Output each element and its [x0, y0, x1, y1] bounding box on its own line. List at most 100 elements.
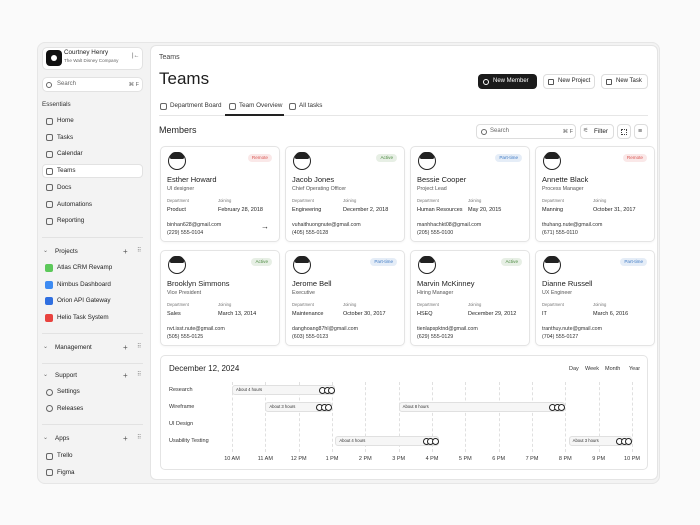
user-card[interactable] [42, 47, 143, 70]
icon [46, 469, 53, 477]
project-item[interactable]: Nimbus Dashboard [57, 280, 111, 288]
group-label[interactable]: Management [55, 344, 92, 352]
x-tick-label: 7 PM [525, 455, 539, 462]
grid-line [465, 382, 467, 452]
member-name: Dianne Russell [542, 279, 593, 289]
tab[interactable]: Department Board [170, 102, 222, 110]
member-name: Bessie Cooper [417, 175, 467, 185]
member-email: thuhang.nute@gmail.com [542, 221, 603, 228]
nav-item[interactable]: Automations [57, 200, 93, 208]
drag-handle: ⠿ [137, 344, 142, 351]
icon [46, 405, 53, 413]
view-option[interactable]: Day [569, 365, 579, 372]
icon [46, 167, 53, 175]
nav-item[interactable]: Tasks [57, 133, 74, 141]
project-item[interactable]: Orion API Gateway [57, 297, 111, 305]
member-email: nvt.isst.nute@gmail.com [167, 325, 225, 332]
grid-line [632, 382, 633, 452]
nav-item[interactable]: Releases [57, 404, 84, 412]
nav-item[interactable]: Home [57, 117, 74, 125]
icon [289, 102, 296, 110]
group-label[interactable]: Support [55, 372, 78, 380]
drag-handle: ⠿ [137, 248, 142, 255]
nav-item[interactable]: Teams [57, 167, 76, 175]
x-tick-label: 11 AM [257, 455, 273, 462]
nav-item-active [42, 164, 143, 179]
sidebar-search-shortcut: ⌘ F [128, 81, 139, 88]
action-button-label[interactable]: New Task [616, 78, 642, 85]
icon [46, 217, 53, 225]
member-joining: December 2, 2018 [343, 206, 389, 213]
field-label: Department [167, 198, 189, 204]
project-item[interactable]: Atlas CRM Revamp [57, 264, 113, 272]
member-avatar-hair [295, 152, 309, 159]
task-label: About 3 hours [572, 438, 599, 444]
action-button-label[interactable]: New Project [558, 78, 591, 85]
action-button-label[interactable]: New Member [493, 78, 529, 85]
action-button[interactable] [478, 74, 537, 89]
x-tick-label: 1 PM [325, 455, 339, 462]
drag-handle: ⠿ [137, 372, 142, 379]
member-avatar-hair [295, 256, 309, 263]
sidebar-search[interactable] [42, 77, 143, 92]
icon [229, 102, 236, 110]
nav-item[interactable]: Trello [57, 452, 73, 460]
tab[interactable]: All tasks [299, 102, 323, 110]
project-item[interactable]: Helio Task System [57, 314, 109, 322]
filter-label[interactable]: Filter [594, 128, 608, 136]
action-button[interactable] [543, 74, 595, 89]
group-label[interactable]: Apps [55, 435, 70, 443]
add-button[interactable]: + [123, 247, 128, 257]
x-tick-label: 9 PM [592, 455, 606, 462]
member-phone: (704) 555-0127 [542, 333, 579, 340]
grid-view-button[interactable] [617, 124, 631, 139]
member-name: Jacob Jones [292, 175, 335, 185]
separator [42, 333, 143, 334]
members-heading: Members [159, 125, 197, 136]
nav-item[interactable]: Calendar [57, 150, 83, 158]
member-role: Hiring Manager [417, 289, 454, 296]
field-label: Joining [468, 198, 482, 204]
button-icon [483, 78, 489, 85]
tab-underline [225, 114, 284, 116]
member-phone: (205) 555-0100 [417, 229, 454, 236]
group-label[interactable]: Projects [55, 248, 78, 256]
filter-icon: ⚟ [583, 128, 589, 135]
add-button[interactable]: + [123, 371, 128, 381]
field-label: Joining [343, 198, 357, 204]
task-label: About 8 hours [402, 404, 429, 410]
add-button[interactable]: + [123, 434, 128, 444]
nav-item[interactable]: Settings [57, 388, 80, 396]
tabs-divider [159, 115, 648, 116]
member-joining: May 20, 2015 [468, 206, 502, 213]
status-pill: Part-time [620, 258, 647, 266]
members-search[interactable] [476, 124, 576, 139]
project-icon [45, 314, 53, 323]
view-option[interactable]: Month [605, 365, 621, 372]
nav-item[interactable]: Reporting [57, 217, 85, 225]
nav-item[interactable]: Docs [57, 183, 72, 191]
member-phone: (671) 555-0110 [542, 229, 578, 236]
member-joining: December 29, 2012 [468, 310, 517, 317]
breadcrumb: Teams [159, 53, 180, 61]
view-option[interactable]: Year [629, 365, 641, 372]
grid-line [332, 382, 333, 452]
open-arrow[interactable]: → [261, 222, 269, 232]
members-search-shortcut: ⌘ F [562, 128, 573, 135]
button-icon [606, 78, 612, 85]
field-label: Department [292, 302, 314, 308]
task-avatar [558, 403, 566, 411]
list-view-button[interactable] [634, 124, 648, 139]
search-icon [481, 128, 487, 135]
member-email: tranthuy.nute@gmail.com [542, 325, 603, 332]
action-button[interactable] [601, 74, 648, 89]
grid-icon [621, 128, 627, 135]
filter-button[interactable] [580, 124, 614, 139]
add-button[interactable]: + [123, 343, 128, 353]
tab[interactable]: Team Overview [239, 102, 283, 110]
member-department: Maintenance [292, 310, 324, 317]
view-option[interactable]: Week [585, 365, 599, 372]
nav-item[interactable]: Figma [57, 468, 75, 476]
x-tick-label: 10 PM [624, 455, 640, 462]
